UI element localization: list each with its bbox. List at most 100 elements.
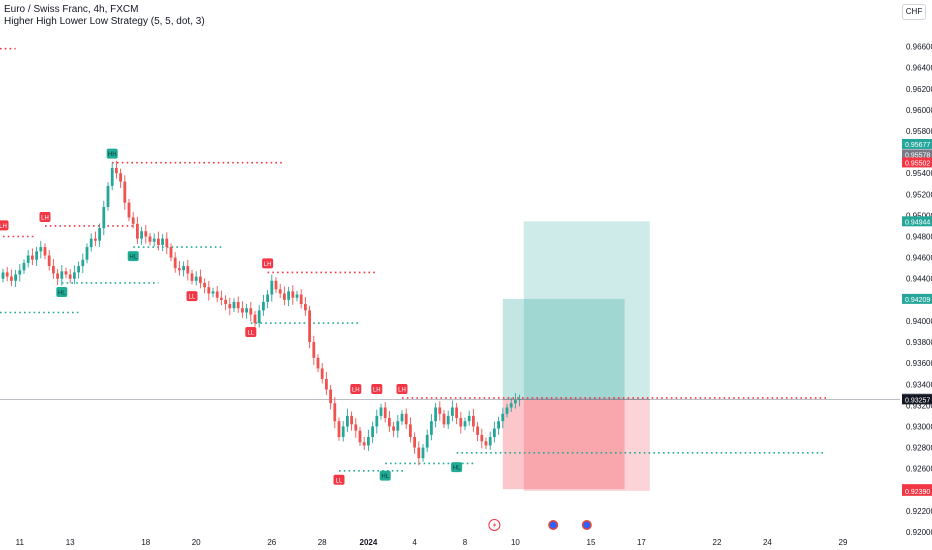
- candle-body: [430, 421, 433, 435]
- candle-body: [39, 247, 43, 252]
- candle-body: [77, 266, 80, 273]
- candle-body: [463, 421, 467, 427]
- candle-body: [476, 426, 479, 435]
- candle-body: [199, 276, 202, 283]
- price-label: 0.93257: [905, 397, 930, 404]
- price-label: 0.94209: [905, 297, 930, 304]
- candle-body: [64, 271, 68, 275]
- price-label-box: [902, 138, 932, 149]
- candle-body: [333, 403, 337, 422]
- date-tick-label: 22: [713, 538, 722, 547]
- candle-body: [152, 238, 156, 242]
- candle-body: [417, 447, 421, 459]
- candle-body: [392, 426, 395, 431]
- candle-body: [274, 280, 278, 290]
- date-tick-label: 8: [463, 538, 468, 547]
- candle-body: [211, 291, 215, 294]
- candle-body: [224, 299, 227, 305]
- candle-body: [295, 294, 299, 298]
- price-label: 0.94944: [905, 219, 930, 226]
- date-tick-label: 20: [192, 538, 201, 547]
- candle-body: [22, 262, 26, 271]
- candle-body: [316, 357, 320, 369]
- candle-body: [337, 421, 341, 438]
- candle-body: [442, 413, 446, 425]
- swing-label-box: [56, 286, 68, 297]
- swing-label-box: [333, 474, 345, 485]
- candle-body: [350, 415, 353, 425]
- candle-body: [5, 272, 9, 277]
- swing-label-box: [0, 220, 9, 231]
- candle-body: [400, 413, 404, 422]
- candle-body: [514, 400, 517, 404]
- swing-label-box: [262, 258, 274, 269]
- price-label-box: [902, 216, 932, 227]
- candle-body: [123, 181, 127, 203]
- swing-levels: [0, 47, 900, 472]
- swing-label-box: [245, 327, 257, 338]
- candle-body: [102, 206, 106, 229]
- indicator-title[interactable]: Higher High Lower Low Strategy (5, 5, do…: [4, 16, 205, 27]
- swing-label: LL: [336, 478, 343, 484]
- candle-body: [31, 255, 34, 260]
- candle-body: [493, 428, 496, 438]
- swing-label-box: [127, 251, 139, 262]
- price-label-box: [902, 485, 932, 496]
- currency-button[interactable]: CHF: [902, 4, 926, 20]
- flash-icon-glyph: [492, 521, 497, 529]
- swing-label-box: [106, 148, 118, 159]
- candle-body: [157, 238, 160, 245]
- price-label: 0.95677: [905, 142, 930, 149]
- candle-body: [98, 228, 101, 241]
- candle-body: [178, 268, 181, 271]
- position-tools: [502, 221, 650, 491]
- candle-body: [119, 173, 122, 182]
- symbol-title[interactable]: Euro / Swiss Franc, 4h, FXCM: [4, 4, 139, 15]
- candle-body: [291, 291, 295, 298]
- candle-body: [467, 415, 471, 422]
- candle-body: [383, 407, 387, 419]
- candle-body: [68, 274, 72, 279]
- candle-body: [396, 421, 400, 431]
- candle-body: [262, 301, 265, 311]
- candle-body: [161, 238, 164, 245]
- candle-body: [287, 291, 290, 300]
- swing-label: HL: [381, 474, 389, 480]
- date-tick-label: 13: [66, 538, 75, 547]
- candle-body: [488, 437, 492, 446]
- date-tick-label: 26: [267, 538, 276, 547]
- candle-body: [472, 415, 475, 427]
- swing-label: LH: [398, 387, 406, 393]
- candle-body: [299, 294, 303, 305]
- swing-label: LH: [0, 224, 7, 230]
- price-label: 0.95502: [905, 160, 930, 167]
- candle-body: [308, 310, 311, 343]
- candle-body: [207, 287, 211, 294]
- date-tick-label: 28: [318, 538, 327, 547]
- chart-legend: Euro / Swiss Franc, 4h, FXCM Higher High…: [4, 4, 205, 28]
- price-label-box: [902, 394, 932, 405]
- candle-body: [165, 238, 169, 248]
- flag-icon-inner: [583, 521, 591, 529]
- candle-body: [190, 273, 194, 281]
- swing-label: LH: [41, 215, 49, 221]
- candle-body: [220, 297, 223, 300]
- candle-body: [371, 426, 374, 438]
- date-tick-label: 4: [412, 538, 417, 547]
- candle-body: [379, 407, 383, 416]
- candle-body: [446, 415, 450, 425]
- candle-body: [278, 289, 282, 294]
- candle-body: [232, 301, 236, 309]
